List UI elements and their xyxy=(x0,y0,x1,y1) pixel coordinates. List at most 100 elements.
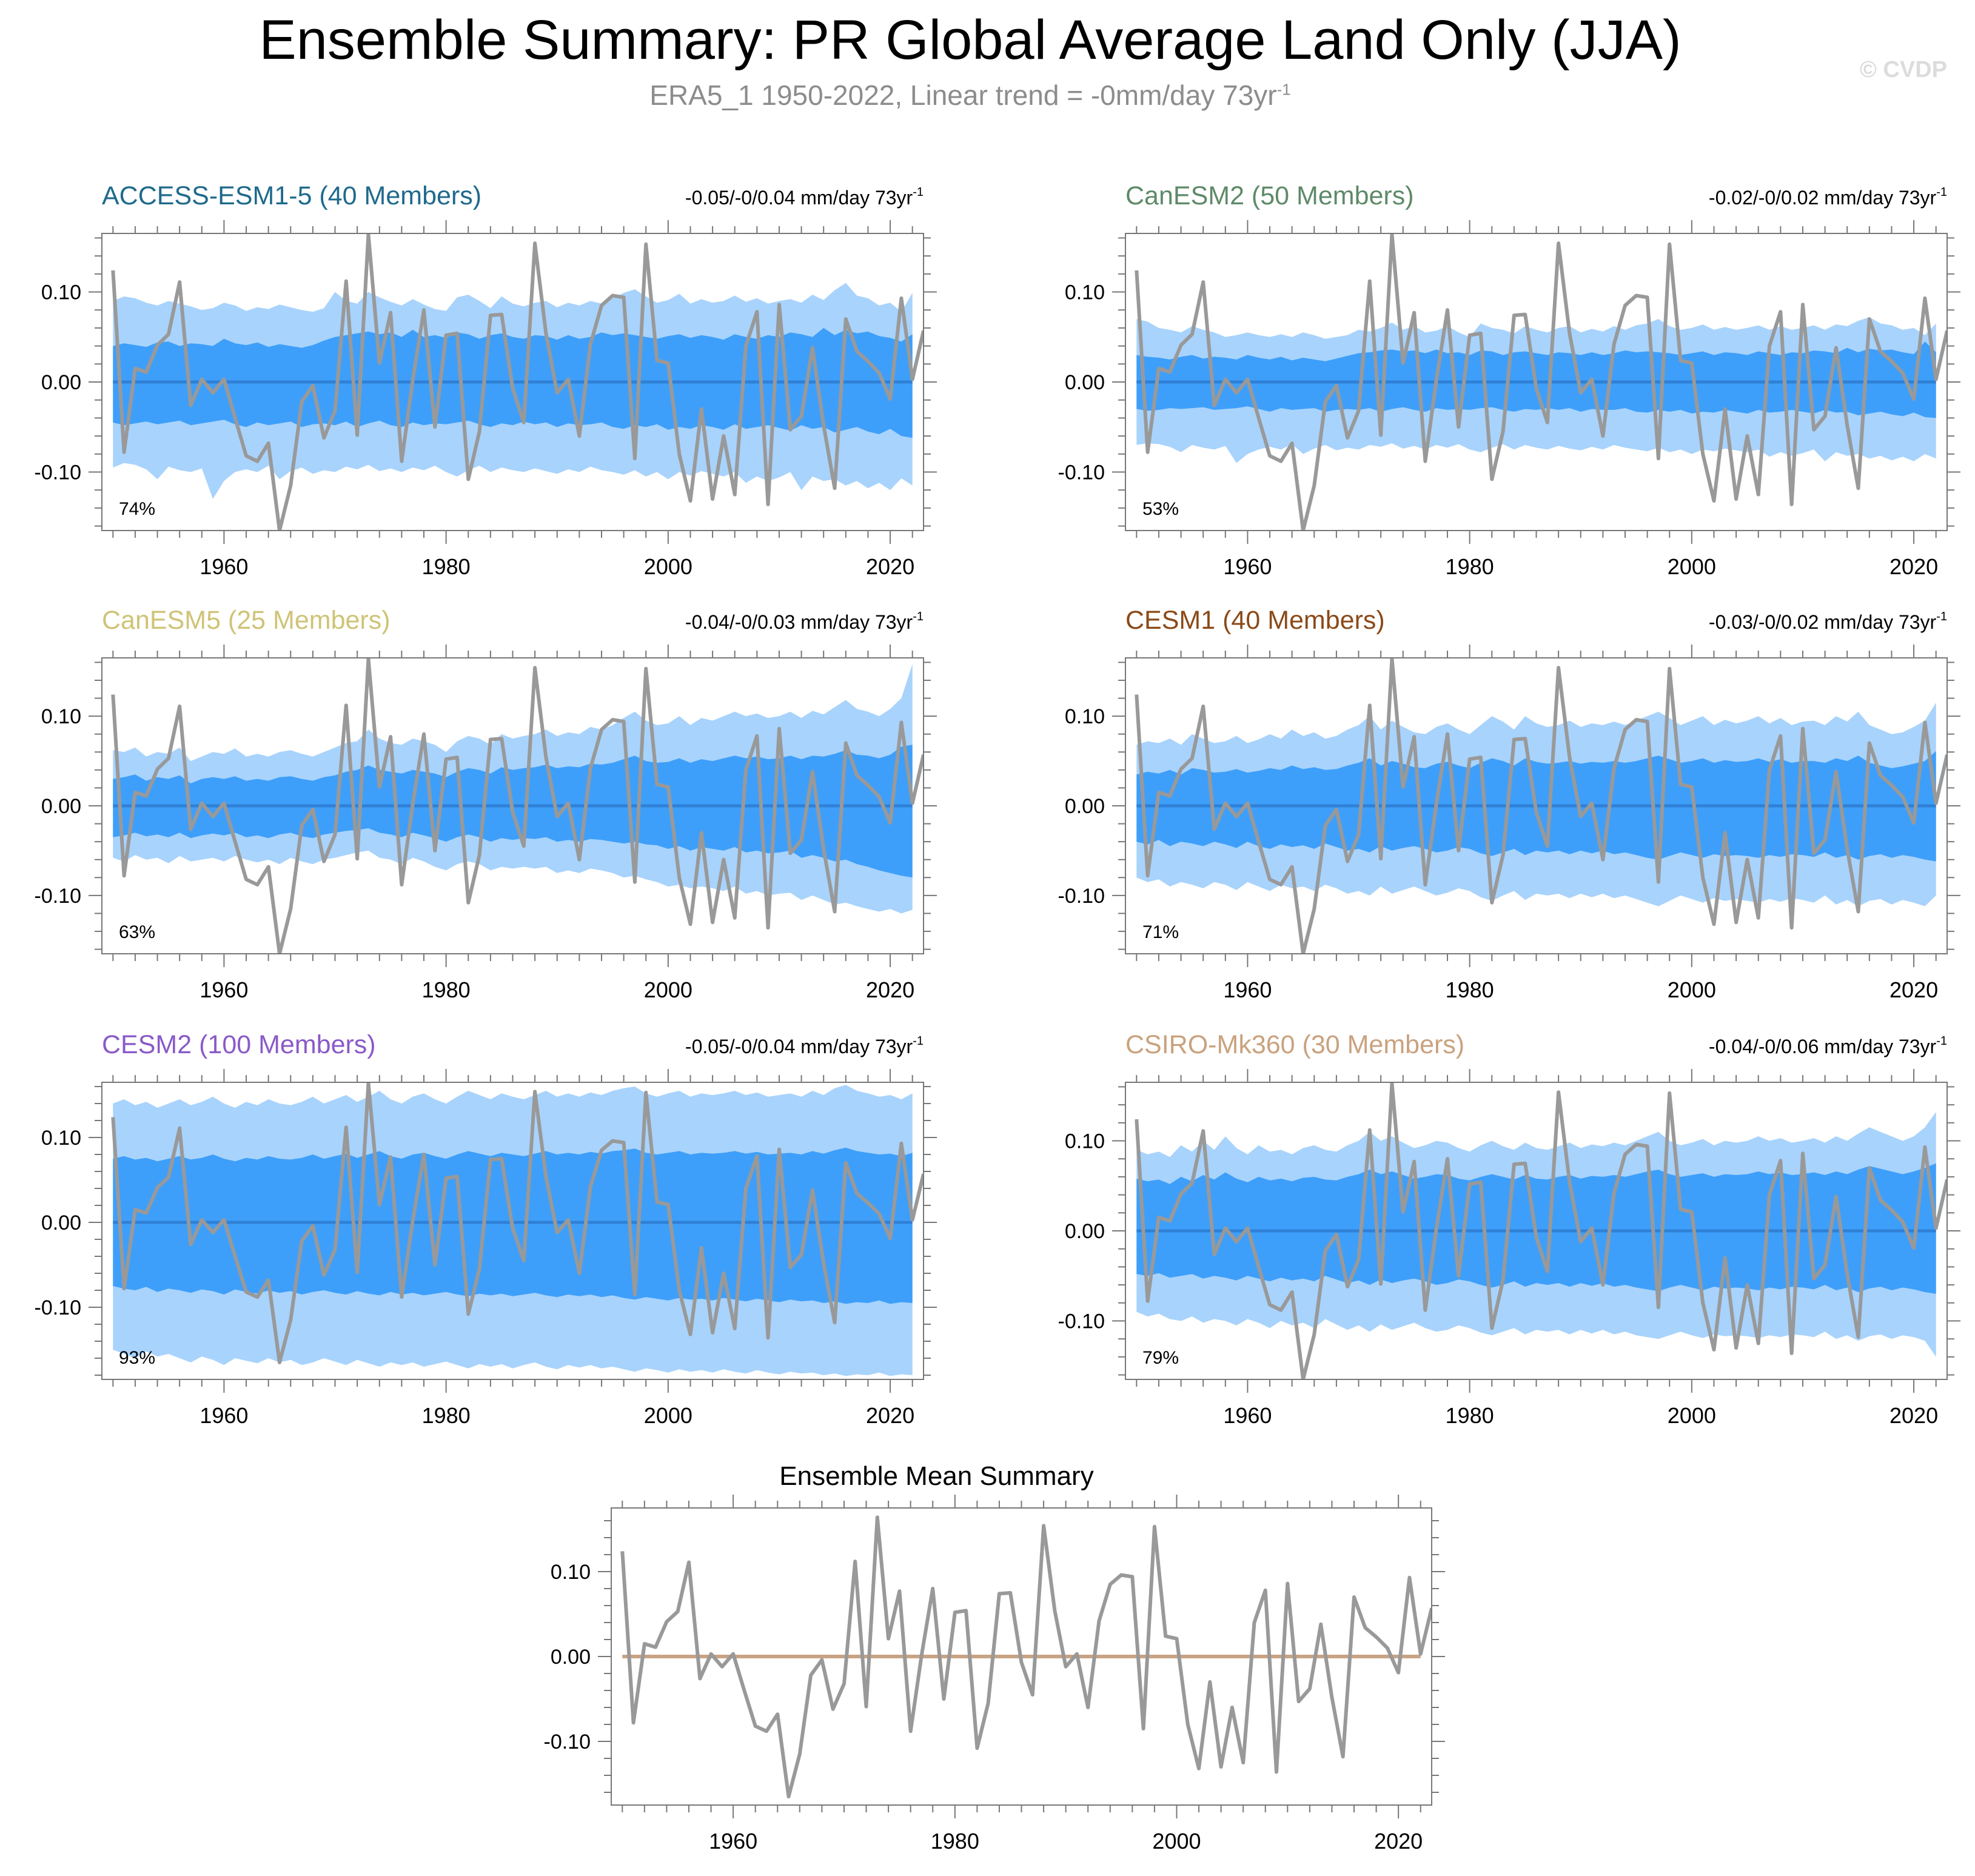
y-tick-label: -0.10 xyxy=(35,1296,82,1319)
trend-label-text: -0.04/-0/0.06 mm/day 73yr xyxy=(1709,1036,1937,1057)
y-tick-label: -0.10 xyxy=(1058,885,1105,908)
y-tick-label: 0.00 xyxy=(41,795,81,818)
y-tick-label: 0.10 xyxy=(1065,705,1105,728)
subtitle-superscript: -1 xyxy=(1276,80,1291,99)
y-tick-label: 0.00 xyxy=(551,1646,591,1669)
y-tick-label: 0.10 xyxy=(41,1127,81,1150)
trend-label: -0.05/-0/0.04 mm/day 73yr-1 xyxy=(685,186,924,209)
plot-area xyxy=(111,233,924,531)
observed-series-line xyxy=(111,658,924,954)
x-tick-label: 1960 xyxy=(709,1829,757,1854)
chart-panel: 1960 1980 2000 2020 0.10 0.00 -0.10 CESM2 (100 … xyxy=(35,1030,937,1428)
x-tick-label: 1980 xyxy=(422,554,471,579)
x-tick-label: 2020 xyxy=(866,977,914,1002)
percent-label: 93% xyxy=(119,1348,155,1368)
y-tick-label: 0.00 xyxy=(1065,795,1105,818)
x-tick-label: 1980 xyxy=(1446,977,1494,1002)
panel-title: CanESM2 (50 Members) xyxy=(1125,181,1414,210)
y-tick-label: 0.10 xyxy=(1065,281,1105,304)
trend-label-superscript: -1 xyxy=(1936,186,1947,199)
y-tick-label: 0.10 xyxy=(41,281,81,304)
trend-label-text: -0.04/-0/0.03 mm/day 73yr xyxy=(685,611,913,633)
y-tick-label: 0.00 xyxy=(1065,371,1105,394)
percent-label: 53% xyxy=(1142,499,1179,519)
y-tick-label: 0.10 xyxy=(1065,1130,1105,1153)
y-tick-label: -0.10 xyxy=(35,461,82,484)
x-tick-label: 1980 xyxy=(422,1403,471,1428)
trend-label: -0.05/-0/0.04 mm/day 73yr-1 xyxy=(685,1034,924,1057)
trend-label-text: -0.02/-0/0.02 mm/day 73yr xyxy=(1709,187,1937,209)
observed-series-line xyxy=(620,1515,1432,1798)
x-tick-label: 2000 xyxy=(1152,1829,1201,1854)
y-tick-label: -0.10 xyxy=(1058,461,1105,484)
percent-label: 74% xyxy=(119,499,155,519)
panel-title: CSIRO-Mk360 (30 Members) xyxy=(1125,1030,1464,1059)
trend-label: -0.04/-0/0.03 mm/day 73yr-1 xyxy=(685,610,924,633)
x-tick-label: 2000 xyxy=(644,977,692,1002)
trend-label: -0.03/-0/0.02 mm/day 73yr-1 xyxy=(1709,610,1947,633)
x-tick-label: 1980 xyxy=(422,977,471,1002)
x-tick-label: 2020 xyxy=(866,554,914,579)
trend-label-text: -0.05/-0/0.04 mm/day 73yr xyxy=(685,187,913,209)
x-tick-label: 1980 xyxy=(1446,554,1494,579)
x-tick-label: 2000 xyxy=(1668,1403,1716,1428)
trend-label-text: -0.03/-0/0.02 mm/day 73yr xyxy=(1709,611,1937,633)
figure-title: Ensemble Summary: PR Global Average Land… xyxy=(259,9,1682,71)
observed-series-line xyxy=(111,1082,924,1364)
observed-series-line xyxy=(111,233,924,531)
x-tick-label: 1980 xyxy=(931,1829,979,1854)
x-tick-label: 1960 xyxy=(1223,1403,1272,1428)
x-tick-label: 2000 xyxy=(644,1403,692,1428)
observed-series-line xyxy=(1135,1082,1947,1379)
plot-area xyxy=(111,658,924,954)
percent-label: 63% xyxy=(119,922,155,942)
x-tick-label: 1980 xyxy=(1446,1403,1494,1428)
y-tick-label: -0.10 xyxy=(1058,1310,1105,1333)
panel-title: CESM2 (100 Members) xyxy=(102,1030,376,1059)
x-tick-label: 2000 xyxy=(1668,977,1716,1002)
figure-subtitle: ERA5_1 1950-2022, Linear trend = -0mm/da… xyxy=(0,79,1940,112)
x-tick-label: 2020 xyxy=(866,1403,914,1428)
x-tick-label: 2020 xyxy=(1889,1403,1938,1428)
x-tick-label: 2000 xyxy=(644,554,692,579)
panel-title: CESM1 (40 Members) xyxy=(1125,606,1385,635)
plot-area xyxy=(1135,1082,1947,1379)
x-tick-label: 2020 xyxy=(1889,977,1938,1002)
y-tick-label: 0.00 xyxy=(41,371,81,394)
percent-label: 71% xyxy=(1142,922,1179,942)
trend-label-superscript: -1 xyxy=(913,1034,924,1048)
percent-label: 79% xyxy=(1142,1348,1179,1368)
chart-panel: 1960 1980 2000 2020 0.10 0.00 -0.10 CSIRO-Mk360… xyxy=(1058,1030,1960,1428)
panel-title: ACCESS-ESM1-5 (40 Members) xyxy=(102,181,481,210)
trend-label-superscript: -1 xyxy=(913,186,924,199)
y-tick-label: 0.10 xyxy=(551,1561,591,1584)
plot-area xyxy=(620,1515,1432,1798)
chart-panel: 1960 1980 2000 2020 0.10 0.00 -0.10 CanESM5 (25… xyxy=(35,606,937,1002)
x-tick-label: 1960 xyxy=(200,554,248,579)
chart-panel: 1960 1980 2000 2020 0.10 0.00 -0.10 Ensemble Me… xyxy=(544,1461,1445,1854)
plot-area xyxy=(1135,233,1947,531)
x-tick-label: 1960 xyxy=(200,1403,248,1428)
x-tick-label: 2020 xyxy=(1374,1829,1423,1854)
y-tick-label: 0.10 xyxy=(41,705,81,728)
plot-area xyxy=(111,1082,924,1376)
panel-title: CanESM5 (25 Members) xyxy=(102,606,391,635)
trend-label-text: -0.05/-0/0.04 mm/day 73yr xyxy=(685,1036,913,1057)
x-tick-label: 1960 xyxy=(200,977,248,1002)
ensemble-mean-title: Ensemble Mean Summary xyxy=(779,1461,1093,1491)
cvdp-watermark: © CVDP xyxy=(1859,57,1947,82)
trend-label: -0.02/-0/0.02 mm/day 73yr-1 xyxy=(1709,186,1947,209)
y-tick-label: -0.10 xyxy=(544,1730,591,1754)
chart-panel: 1960 1980 2000 2020 0.10 0.00 -0.10 CanESM2 (50… xyxy=(1058,181,1960,579)
chart-panel: 1960 1980 2000 2020 0.10 0.00 -0.10 ACCESS-ESM1… xyxy=(35,181,937,579)
x-tick-label: 2020 xyxy=(1889,554,1938,579)
trend-label-superscript: -1 xyxy=(1936,610,1947,623)
x-tick-label: 1960 xyxy=(1223,977,1272,1002)
x-tick-label: 2000 xyxy=(1668,554,1716,579)
observed-series-line xyxy=(1135,658,1947,954)
observed-series-line xyxy=(1135,233,1947,531)
y-tick-label: 0.00 xyxy=(1065,1220,1105,1243)
plot-area xyxy=(1135,658,1947,954)
